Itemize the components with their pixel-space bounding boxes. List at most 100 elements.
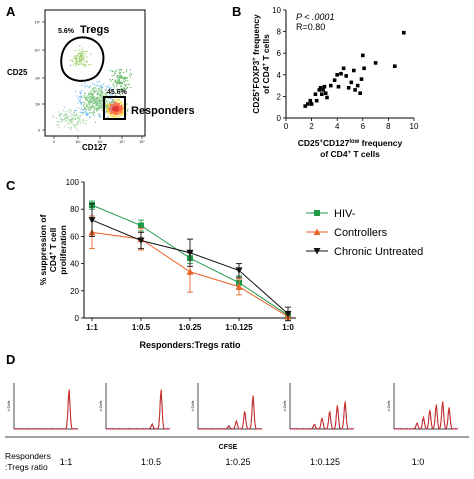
event-dot (124, 78, 126, 80)
cfse-histogram: # Cells (99, 383, 171, 430)
event-dot (112, 99, 114, 101)
event-dot (119, 91, 121, 93)
event-dot (112, 84, 114, 86)
event-dot (118, 79, 120, 81)
event-dot (113, 115, 115, 117)
event-dot (69, 128, 71, 130)
event-dot (107, 112, 109, 114)
event-dot (79, 53, 81, 55)
event-dot (100, 98, 103, 100)
event-dot (74, 62, 76, 64)
event-dot (86, 105, 88, 107)
event-dot (114, 106, 116, 108)
event-dot (85, 97, 87, 99)
event-dot (78, 60, 80, 62)
event-dot (97, 97, 99, 99)
event-dot (80, 55, 82, 57)
event-dot (115, 85, 118, 87)
event-dot (86, 112, 88, 114)
event-dot (120, 85, 122, 87)
event-dot (125, 77, 127, 79)
event-dot (85, 53, 87, 56)
event-dot (56, 124, 58, 126)
event-dot (117, 104, 119, 107)
line-x-tick-label: 1:0.25 (179, 323, 202, 332)
event-dot (99, 108, 101, 110)
event-dot (110, 112, 112, 114)
event-dot (111, 108, 113, 110)
event-dot (68, 109, 70, 111)
event-dot (62, 119, 64, 121)
event-dot (76, 60, 78, 62)
event-dot (119, 109, 121, 111)
event-dot (95, 102, 97, 104)
event-dot (120, 104, 123, 106)
event-dot (116, 80, 118, 82)
event-dot (88, 100, 90, 102)
hist-curve-red (198, 395, 262, 430)
event-dot (98, 100, 100, 103)
legend-label: HIV- (334, 208, 356, 220)
scatter-point (341, 66, 346, 71)
event-dot (112, 89, 114, 91)
event-dot (114, 79, 116, 81)
cfse-xlabel: CFSE (219, 444, 238, 451)
dotplot-xlabel: CD127 (82, 143, 107, 152)
data-point (186, 268, 194, 275)
event-dot (89, 106, 91, 108)
event-dot (120, 105, 122, 107)
event-dot (80, 56, 83, 58)
event-dot (66, 119, 68, 121)
event-dot (89, 85, 92, 87)
event-dot (118, 113, 120, 115)
event-dot (80, 102, 82, 104)
event-dot (101, 95, 103, 97)
event-dot (91, 97, 93, 99)
scatter-x-tick-label: 6 (361, 122, 366, 131)
event-dot (85, 64, 87, 66)
event-dot (78, 118, 80, 120)
event-dot (88, 104, 91, 106)
event-dot (77, 52, 80, 54)
event-dot (98, 88, 100, 90)
event-dot (118, 81, 120, 84)
event-dot (97, 106, 99, 108)
event-dot (80, 96, 82, 98)
event-dot (94, 87, 96, 89)
event-dot (82, 119, 84, 121)
event-dot (63, 106, 65, 108)
event-dot (93, 113, 95, 115)
dotplot-x-tick-label: 0 (53, 140, 55, 144)
event-dot (81, 90, 83, 92)
legend-label: Controllers (334, 227, 388, 239)
event-dot (79, 122, 81, 124)
event-dot (71, 59, 73, 61)
event-dot (112, 103, 114, 105)
event-dot (108, 106, 111, 108)
line-y-tick-label: 80 (70, 205, 79, 214)
event-dot (119, 110, 121, 112)
event-dot (116, 103, 118, 105)
event-dot (79, 100, 81, 103)
event-dot (96, 94, 98, 96)
event-dot (98, 104, 100, 106)
event-dot (74, 126, 76, 128)
event-dot (91, 112, 93, 114)
event-dot (74, 114, 76, 116)
event-dot (96, 104, 98, 106)
event-dot (110, 105, 112, 107)
event-dot (107, 105, 109, 107)
event-dot (98, 89, 100, 91)
event-dot (127, 109, 129, 111)
event-dot (83, 102, 86, 104)
event-dot (115, 69, 118, 71)
event-dot (112, 100, 114, 103)
event-dot (105, 104, 107, 106)
event-dot (93, 97, 95, 99)
event-dot (110, 108, 112, 110)
event-dot (94, 84, 96, 86)
event-dot (94, 103, 96, 105)
event-dot (96, 110, 98, 112)
data-point (138, 222, 144, 229)
event-dot (104, 107, 106, 109)
